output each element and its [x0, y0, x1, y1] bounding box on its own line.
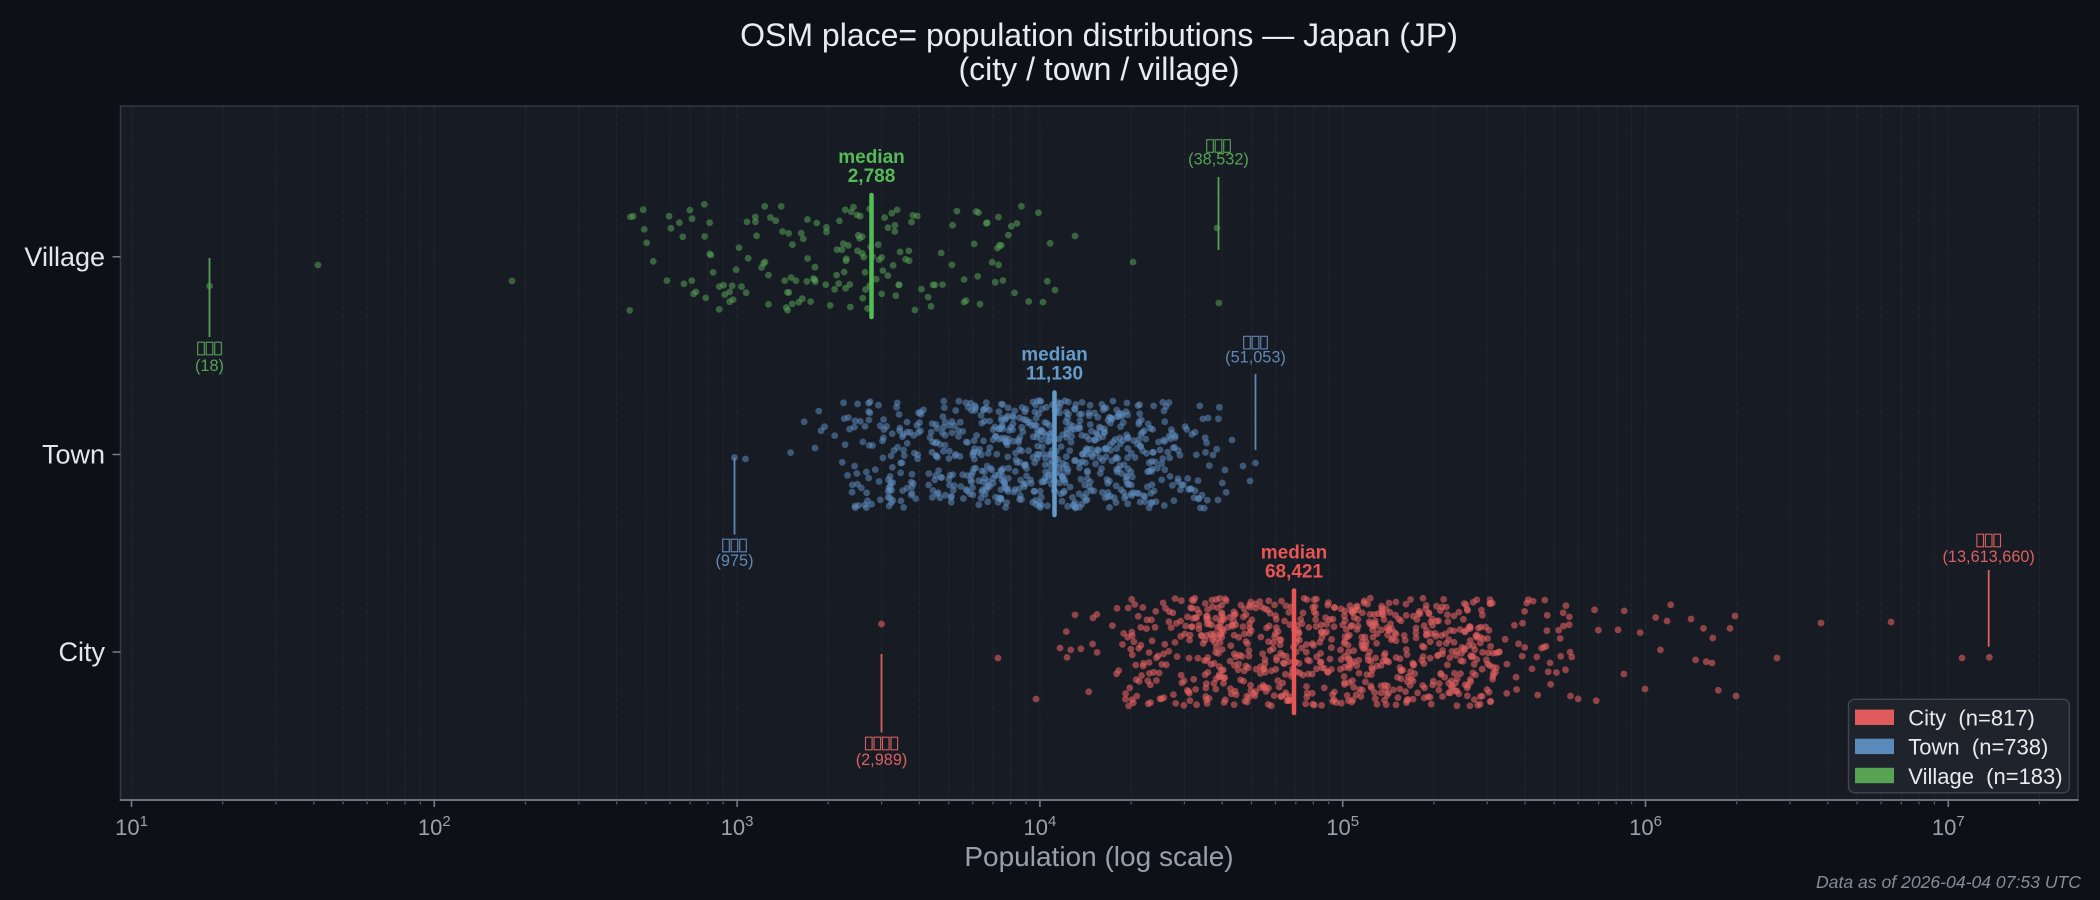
svg-text:106: 106 — [1629, 813, 1662, 840]
svg-text:2,788: 2,788 — [848, 166, 896, 187]
svg-text:11,130: 11,130 — [1026, 364, 1083, 385]
svg-text:Data as of 2026-04-04 07:53 UT: Data as of 2026-04-04 07:53 UTC — [1816, 872, 2081, 892]
svg-text:median: median — [1261, 543, 1328, 564]
svg-text:OSM place= population distribu: OSM place= population distributions — Ja… — [740, 17, 1458, 53]
svg-text:City: City — [59, 637, 106, 667]
svg-text:(51,053): (51,053) — [1225, 349, 1286, 367]
svg-text:median: median — [838, 147, 905, 168]
svg-text:Town (n=738): Town (n=738) — [1908, 735, 2048, 760]
svg-text:(38,532): (38,532) — [1188, 151, 1249, 169]
svg-text:Village (n=183): Village (n=183) — [1908, 764, 2062, 789]
svg-text:median: median — [1021, 345, 1088, 366]
svg-text:Village: Village — [24, 242, 105, 272]
svg-text:(city / town / village): (city / town / village) — [959, 51, 1240, 87]
svg-text:(975): (975) — [715, 552, 753, 570]
svg-text:City (n=817): City (n=817) — [1908, 706, 2035, 731]
svg-text:(13,613,660): (13,613,660) — [1943, 548, 2035, 566]
svg-text:68,421: 68,421 — [1265, 562, 1324, 583]
svg-text:Town: Town — [42, 440, 105, 470]
svg-text:(2,989): (2,989) — [856, 751, 908, 769]
svg-text:(18): (18) — [195, 357, 224, 375]
svg-text:Population (log scale): Population (log scale) — [964, 841, 1233, 872]
